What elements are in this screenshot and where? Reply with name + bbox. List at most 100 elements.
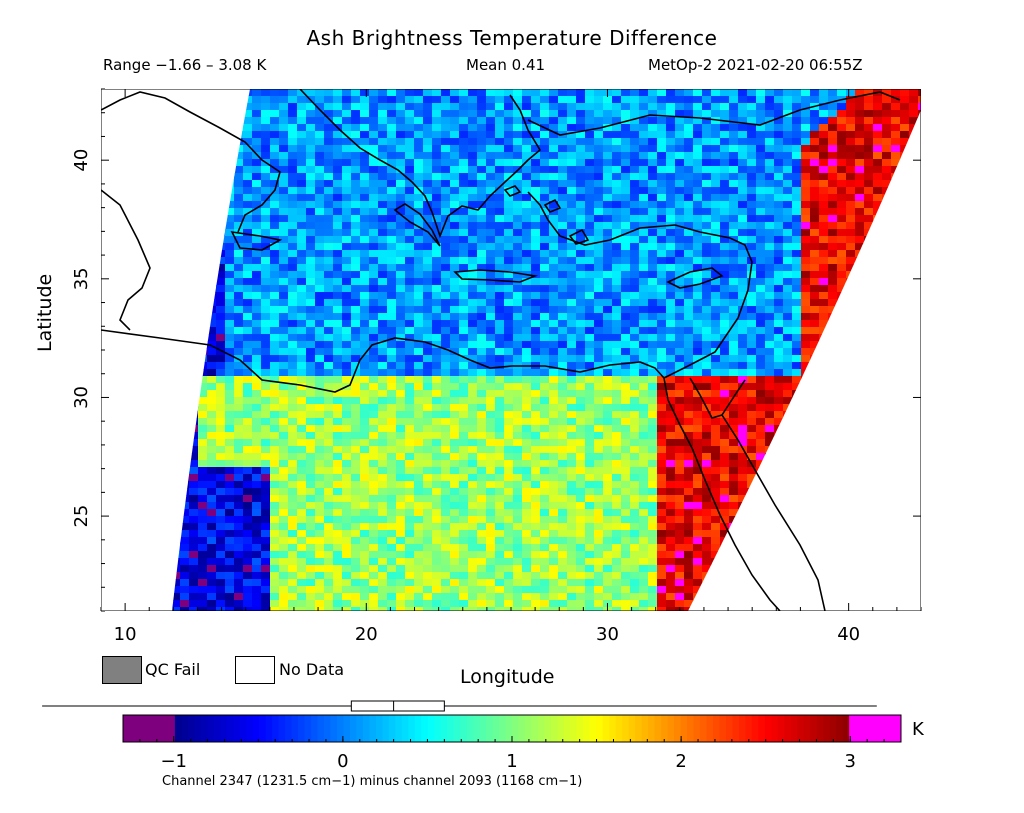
heatmap-cell <box>738 264 748 272</box>
heatmap-cell <box>423 383 433 391</box>
heatmap-cell <box>360 397 370 405</box>
heatmap-cell <box>333 383 343 391</box>
heatmap-cell <box>729 481 739 489</box>
heatmap-cell <box>486 131 496 139</box>
heatmap-cell <box>630 222 640 230</box>
heatmap-cell <box>333 481 343 489</box>
heatmap-cell <box>783 397 793 405</box>
heatmap-cell <box>198 432 208 440</box>
heatmap-cell <box>423 96 433 104</box>
heatmap-cell <box>486 208 496 216</box>
heatmap-cell <box>612 89 622 97</box>
heatmap-cell <box>792 124 802 132</box>
heatmap-cell <box>252 131 262 139</box>
heatmap-cell <box>360 355 370 363</box>
heatmap-cell <box>315 271 325 279</box>
heatmap-cell <box>207 418 217 426</box>
heatmap-cell <box>549 411 559 419</box>
heatmap-cell <box>639 131 649 139</box>
heatmap-cell <box>531 348 541 356</box>
heatmap-cell <box>288 362 298 370</box>
heatmap-cell <box>801 334 811 342</box>
heatmap-cell <box>558 327 568 335</box>
heatmap-cell <box>405 103 415 111</box>
heatmap-cell <box>342 404 352 412</box>
heatmap-cell <box>819 271 829 279</box>
heatmap-cell <box>423 495 433 503</box>
heatmap-cell <box>612 334 622 342</box>
heatmap-cell <box>648 446 658 454</box>
heatmap-cell <box>315 474 325 482</box>
heatmap-cell <box>585 124 595 132</box>
heatmap-cell <box>270 453 280 461</box>
heatmap-cell <box>324 236 334 244</box>
heatmap-cell <box>216 299 226 307</box>
heatmap-cell <box>234 502 244 510</box>
heatmap-cell <box>423 369 433 377</box>
heatmap-cell <box>243 299 253 307</box>
heatmap-cell <box>738 460 748 468</box>
heatmap-cell <box>360 439 370 447</box>
heatmap-cell <box>360 110 370 118</box>
heatmap-cell <box>468 488 478 496</box>
heatmap-cell <box>360 313 370 321</box>
heatmap-cell <box>657 243 667 251</box>
heatmap-cell <box>306 313 316 321</box>
heatmap-cell <box>711 460 721 468</box>
heatmap-cell <box>522 166 532 174</box>
heatmap-cell <box>495 502 505 510</box>
heatmap-cell <box>648 187 658 195</box>
heatmap-cell <box>612 369 622 377</box>
heatmap-cell <box>306 117 316 125</box>
heatmap-cell <box>315 264 325 272</box>
heatmap-cell <box>450 495 460 503</box>
heatmap-cell <box>459 187 469 195</box>
heatmap-cell <box>234 404 244 412</box>
heatmap-cell <box>504 390 514 398</box>
heatmap-cell <box>342 467 352 475</box>
heatmap-cell <box>828 180 838 188</box>
heatmap-cell <box>558 418 568 426</box>
heatmap-cell <box>396 348 406 356</box>
heatmap-cell <box>729 474 739 482</box>
heatmap-cell <box>819 278 829 286</box>
heatmap-cell <box>765 404 775 412</box>
heatmap-cell <box>234 390 244 398</box>
heatmap-cell <box>315 383 325 391</box>
heatmap-cell <box>594 257 604 265</box>
heatmap-cell <box>639 460 649 468</box>
heatmap-cell <box>621 397 631 405</box>
heatmap-cell <box>225 257 235 265</box>
heatmap-cell <box>756 110 766 118</box>
heatmap-cell <box>414 313 424 321</box>
heatmap-cell <box>810 89 820 97</box>
heatmap-cell <box>288 96 298 104</box>
heatmap-cell <box>720 257 730 265</box>
heatmap-cell <box>378 110 388 118</box>
heatmap-cell <box>774 264 784 272</box>
heatmap-cell <box>495 411 505 419</box>
heatmap-cell <box>495 432 505 440</box>
heatmap-cell <box>432 306 442 314</box>
heatmap-cell <box>315 89 325 97</box>
heatmap-cell <box>198 481 208 489</box>
heatmap-cell <box>639 264 649 272</box>
heatmap-cell <box>801 173 811 181</box>
heatmap-cell <box>216 285 226 293</box>
heatmap-cell <box>387 124 397 132</box>
heatmap-cell <box>531 250 541 258</box>
heatmap-cell <box>603 173 613 181</box>
heatmap-cell <box>675 257 685 265</box>
heatmap-cell <box>360 145 370 153</box>
heatmap-cell <box>513 348 523 356</box>
heatmap-cell <box>288 264 298 272</box>
heatmap-cell <box>468 222 478 230</box>
heatmap-cell <box>783 376 793 384</box>
heatmap-cell <box>774 124 784 132</box>
heatmap-cell <box>450 222 460 230</box>
heatmap-cell <box>540 341 550 349</box>
heatmap-cell <box>801 166 811 174</box>
heatmap-cell <box>603 222 613 230</box>
heatmap-cell <box>477 138 487 146</box>
heatmap-cell <box>396 334 406 342</box>
